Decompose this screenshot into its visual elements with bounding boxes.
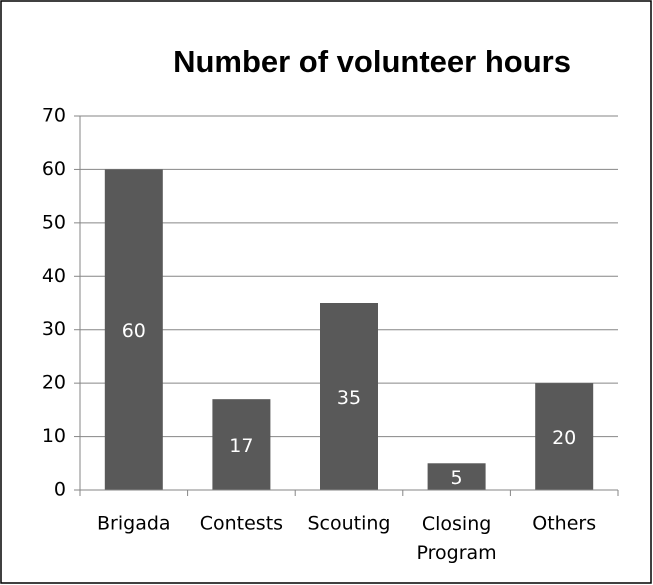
y-tick-label: 10 <box>42 425 66 447</box>
value-label: 5 <box>451 467 463 489</box>
bar <box>535 383 594 490</box>
x-tick-label: Brigada <box>97 513 171 535</box>
value-label: 17 <box>229 435 253 457</box>
value-label: 20 <box>552 427 576 449</box>
chart-title: Number of volunteer hours <box>173 44 571 79</box>
x-tick-label: Others <box>532 513 596 535</box>
value-label: 60 <box>122 320 146 342</box>
x-tick-label: Closing Program <box>417 513 497 564</box>
y-tick-label: 40 <box>42 265 66 287</box>
x-tick-label: Contests <box>200 513 283 535</box>
x-tick-label: Scouting <box>307 513 390 535</box>
value-label: 35 <box>337 387 361 409</box>
y-tick-label: 0 <box>54 479 66 501</box>
y-tick-label: 30 <box>42 318 66 340</box>
bar <box>320 303 378 490</box>
y-tick-label: 20 <box>42 372 66 394</box>
y-tick-label: 70 <box>42 105 66 127</box>
y-tick-label: 60 <box>42 158 66 180</box>
bar <box>104 169 163 490</box>
y-tick-label: 50 <box>42 211 66 233</box>
bar <box>212 399 271 490</box>
bar <box>427 463 486 490</box>
